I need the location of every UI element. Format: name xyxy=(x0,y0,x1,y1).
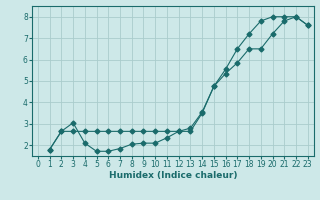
X-axis label: Humidex (Indice chaleur): Humidex (Indice chaleur) xyxy=(108,171,237,180)
